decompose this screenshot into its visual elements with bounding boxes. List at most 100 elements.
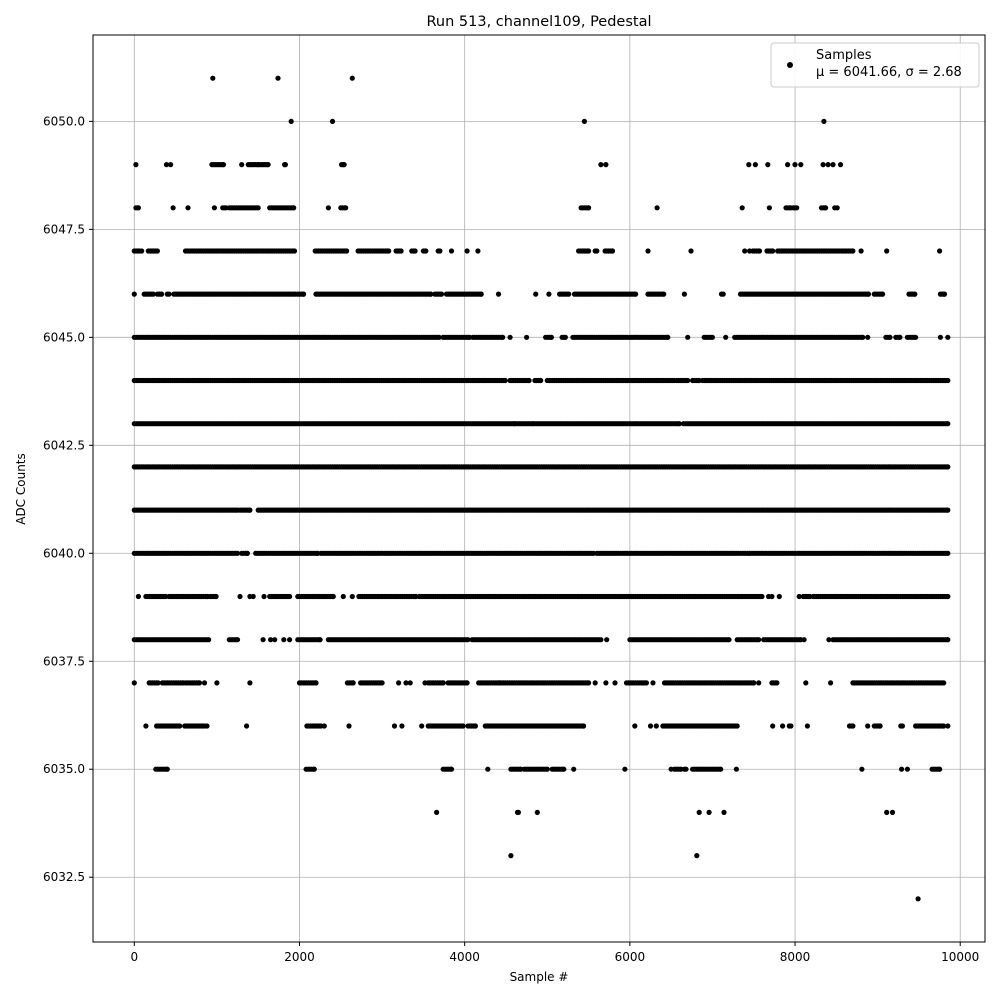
data-point <box>665 334 671 340</box>
data-point <box>776 593 782 600</box>
data-point <box>500 334 506 340</box>
data-point <box>139 248 145 254</box>
data-point <box>945 723 951 729</box>
data-point <box>751 680 757 686</box>
data-point <box>515 809 522 816</box>
data-point <box>275 75 281 81</box>
data-point <box>945 593 951 600</box>
data-point <box>826 637 832 643</box>
y-tick-label: 6037.5 <box>43 654 85 668</box>
data-point <box>676 421 683 427</box>
data-point <box>485 766 491 772</box>
data-point <box>301 291 307 297</box>
data-point <box>239 162 245 168</box>
data-point <box>598 162 604 168</box>
data-point <box>877 723 883 729</box>
data-point <box>945 421 951 427</box>
data-point <box>325 205 331 211</box>
data-point <box>349 593 355 600</box>
data-point <box>897 334 903 340</box>
data-point <box>423 248 429 254</box>
legend: Samples μ = 6041.66, σ = 2.68 <box>770 42 980 88</box>
data-point <box>281 637 287 643</box>
data-point <box>206 637 212 643</box>
data-point <box>438 291 445 297</box>
data-point <box>349 75 355 81</box>
data-point <box>598 637 604 643</box>
data-point <box>168 162 174 168</box>
data-point <box>524 334 530 340</box>
data-point <box>828 680 834 686</box>
data-point <box>880 291 886 297</box>
data-point <box>321 723 327 729</box>
data-point <box>586 248 592 254</box>
data-point <box>774 680 780 686</box>
data-point <box>350 680 356 686</box>
data-point <box>166 291 172 297</box>
data-point <box>823 205 829 211</box>
data-point <box>396 680 402 686</box>
data-point <box>546 291 552 297</box>
data-point <box>460 723 466 729</box>
x-axis-label: Sample # <box>510 970 569 984</box>
data-point <box>865 334 871 340</box>
data-point <box>653 723 659 729</box>
data-point <box>329 118 336 124</box>
data-point <box>801 637 807 643</box>
y-tick-label: 6042.5 <box>43 438 85 452</box>
data-point <box>287 637 293 643</box>
data-point <box>685 334 691 340</box>
data-point <box>685 377 691 384</box>
data-point <box>386 248 392 254</box>
data-point <box>311 766 317 772</box>
data-point <box>694 853 700 859</box>
data-point <box>834 205 840 211</box>
x-tick-label: 6000 <box>615 950 646 964</box>
data-point <box>341 162 347 168</box>
data-point <box>465 637 471 643</box>
data-point <box>643 680 650 686</box>
data-point <box>899 723 906 729</box>
data-point <box>143 723 149 729</box>
data-point <box>317 637 323 643</box>
data-point <box>159 291 165 297</box>
data-point <box>548 334 555 340</box>
data-point <box>133 162 139 168</box>
data-point <box>502 377 508 384</box>
data-point <box>752 162 759 168</box>
data-point <box>603 162 609 168</box>
data-point <box>211 205 217 211</box>
x-tick-label: 2000 <box>284 950 315 964</box>
data-point <box>756 637 762 643</box>
data-point <box>201 680 208 686</box>
data-point <box>803 680 809 686</box>
data-point <box>534 809 540 816</box>
data-point <box>937 248 943 254</box>
data-point <box>566 291 572 297</box>
data-point <box>538 377 544 384</box>
data-point <box>196 680 203 686</box>
data-point <box>798 162 804 168</box>
data-point <box>759 593 765 600</box>
y-tick-label: 6047.5 <box>43 222 85 236</box>
y-tick-label: 6040.0 <box>43 546 85 560</box>
data-point <box>163 162 170 168</box>
chart-title: Run 513, channel109, Pedestal <box>426 14 651 30</box>
data-point <box>177 723 183 729</box>
data-point <box>594 248 600 254</box>
data-point <box>155 680 161 686</box>
data-point <box>830 162 836 168</box>
data-point <box>419 723 425 729</box>
data-point <box>770 723 776 729</box>
data-point <box>150 291 156 297</box>
data-point <box>865 723 871 729</box>
data-point <box>237 593 243 600</box>
legend-stats: μ = 6041.66, σ = 2.68 <box>816 65 962 80</box>
data-point <box>765 162 771 168</box>
data-point <box>247 507 253 513</box>
data-point <box>633 291 639 297</box>
data-point <box>945 464 951 470</box>
plot-frame <box>92 34 986 943</box>
